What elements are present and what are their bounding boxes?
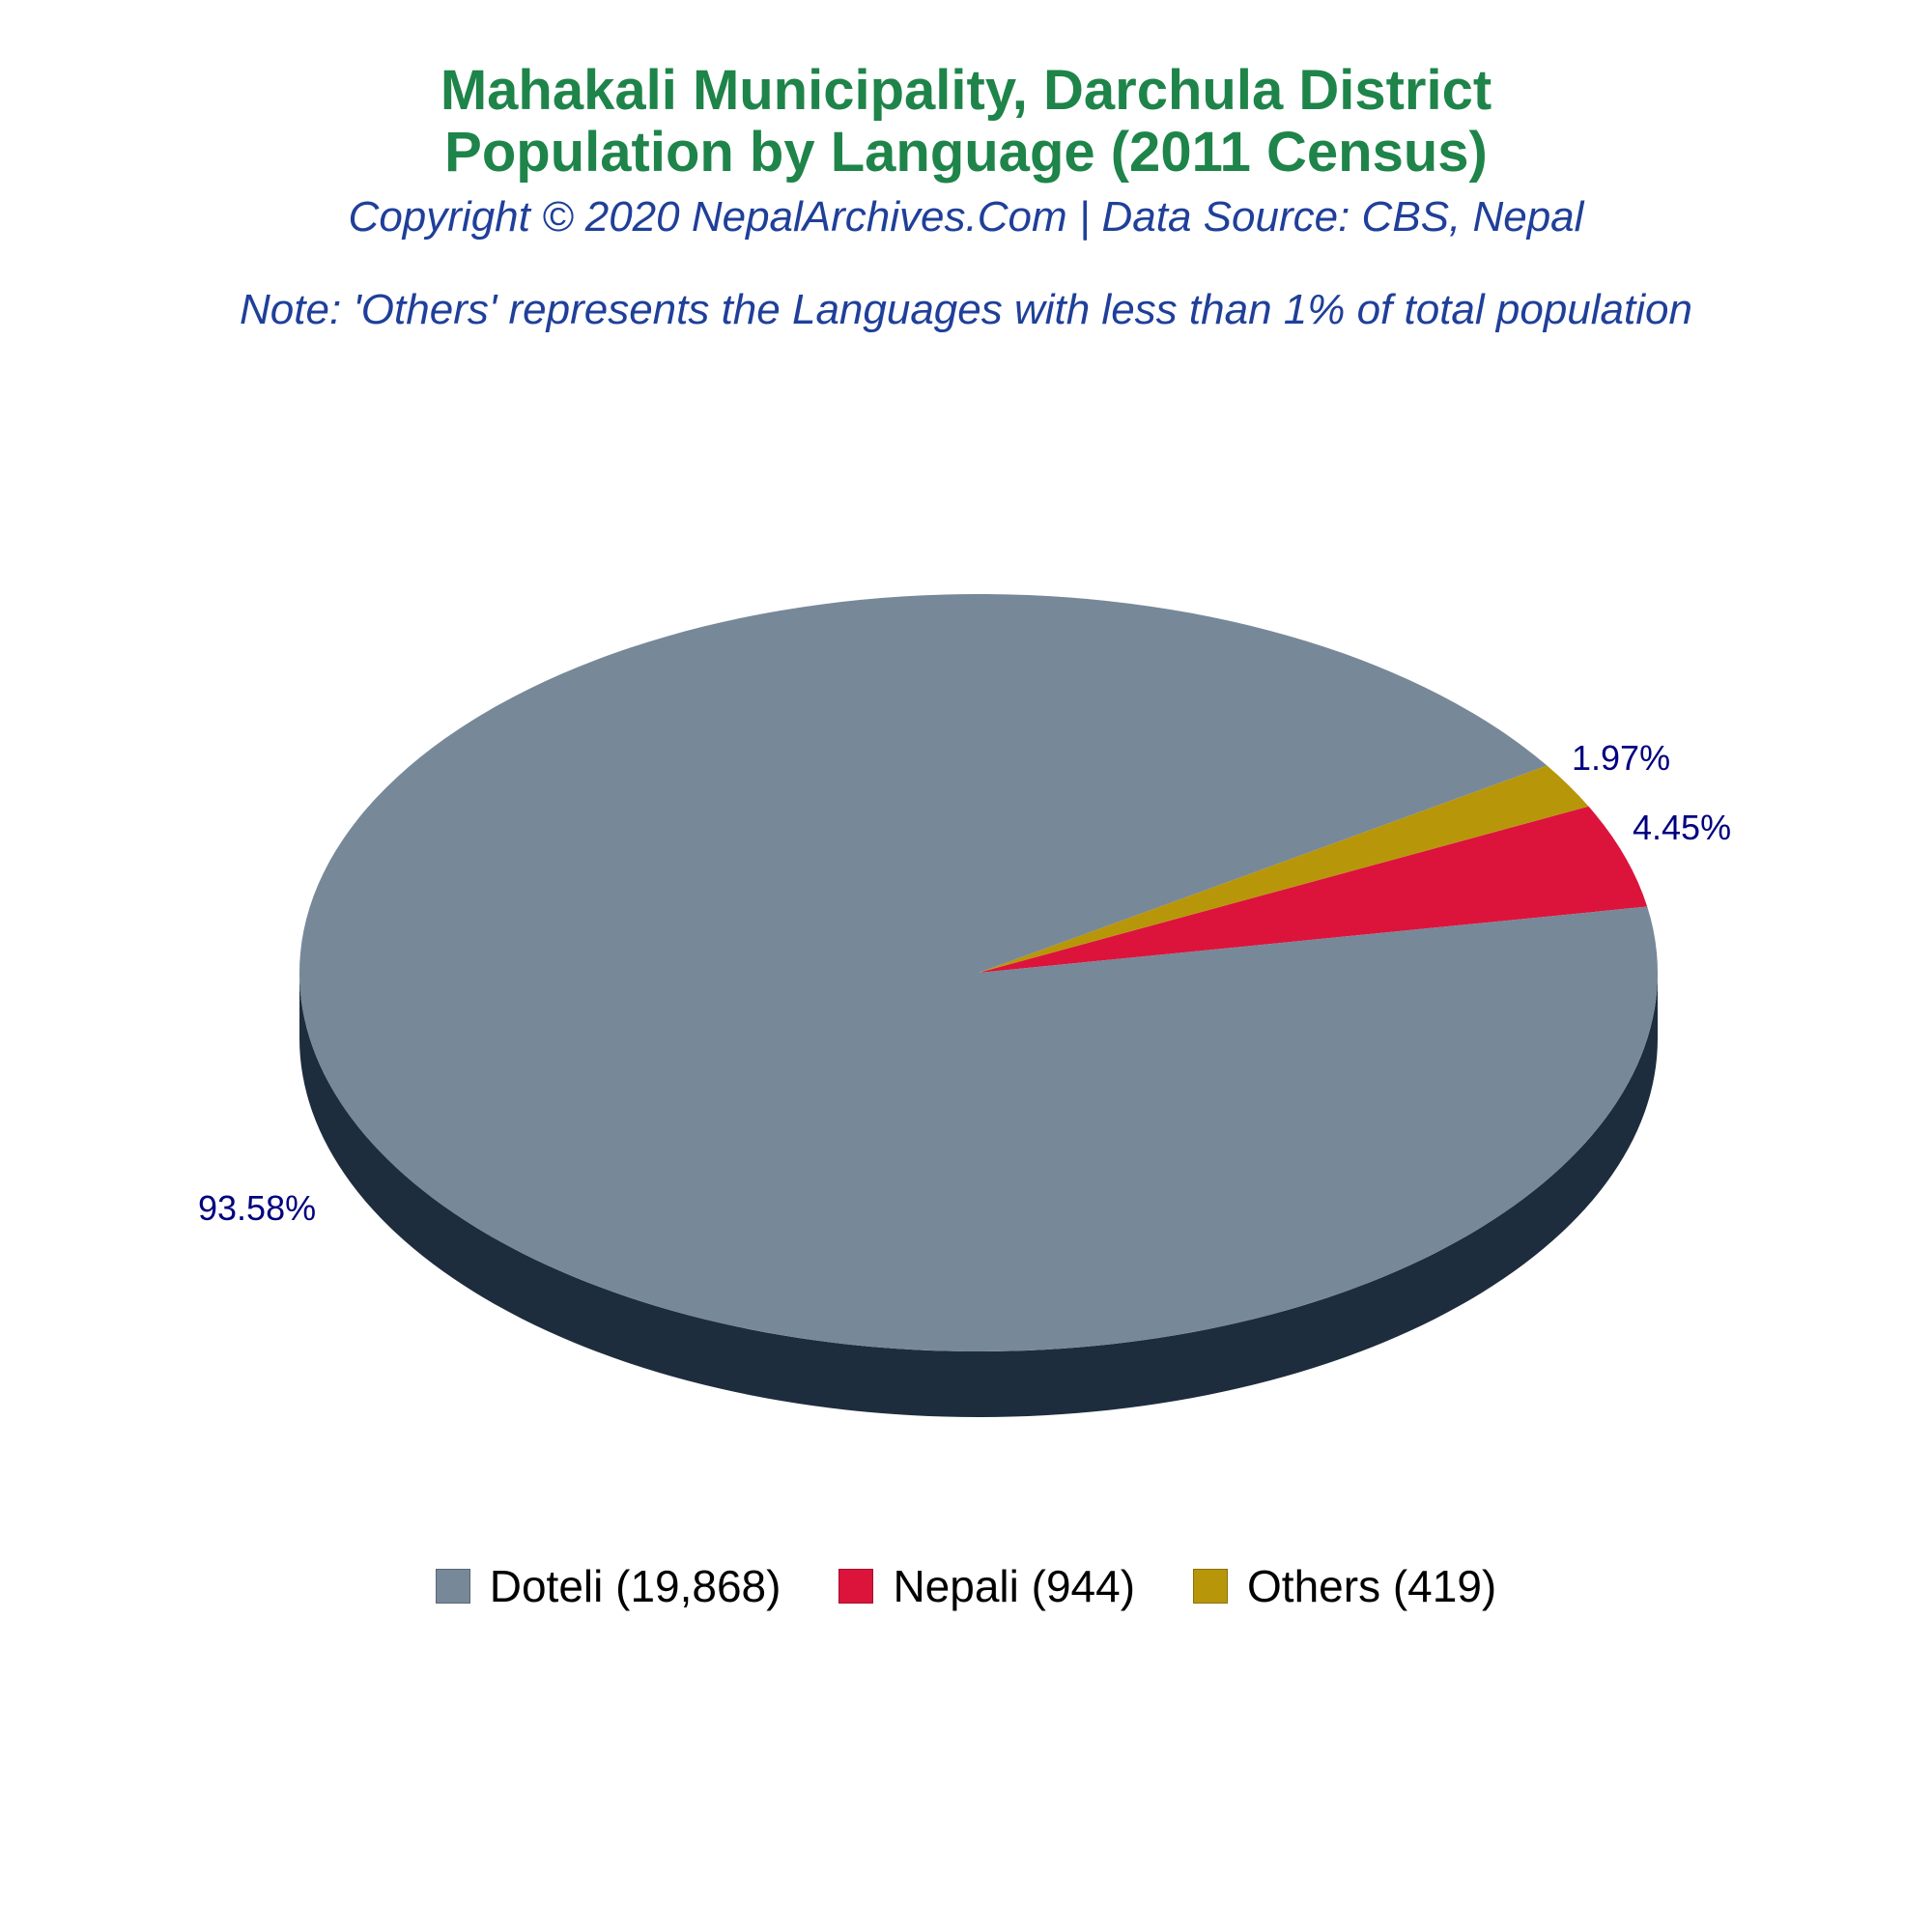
legend-swatch-others — [1193, 1569, 1229, 1604]
legend-item-doteli: Doteli (19,868) — [435, 1560, 781, 1612]
copyright-text: Copyright © 2020 NepalArchives.Com | Dat… — [348, 193, 1584, 241]
chart-title-line1: Mahakali Municipality, Darchula District — [440, 59, 1492, 122]
percent-label-others: 1.97% — [1572, 738, 1670, 778]
legend-swatch-doteli — [435, 1569, 470, 1604]
percent-label-nepali: 4.45% — [1633, 808, 1731, 847]
legend-swatch-nepali — [838, 1569, 874, 1604]
legend-label-doteli: Doteli (19,868) — [489, 1561, 781, 1611]
percent-label-doteli: 93.58% — [198, 1188, 316, 1228]
legend: Doteli (19,868) Nepali (944) Others (419… — [0, 1560, 1932, 1612]
pie-slice-doteli — [298, 593, 1658, 1351]
note-text: Note: 'Others' represents the Languages … — [240, 286, 1692, 333]
legend-label-nepali: Nepali (944) — [893, 1561, 1136, 1611]
chart-title-line2: Population by Language (2011 Census) — [444, 121, 1488, 184]
legend-label-others: Others (419) — [1247, 1561, 1497, 1611]
legend-item-nepali: Nepali (944) — [838, 1560, 1135, 1612]
pie-slice-nepali — [979, 806, 1648, 973]
legend-item-others: Others (419) — [1193, 1560, 1496, 1612]
pie-side-wall — [299, 973, 1658, 1417]
pie-slice-others — [979, 765, 1589, 973]
